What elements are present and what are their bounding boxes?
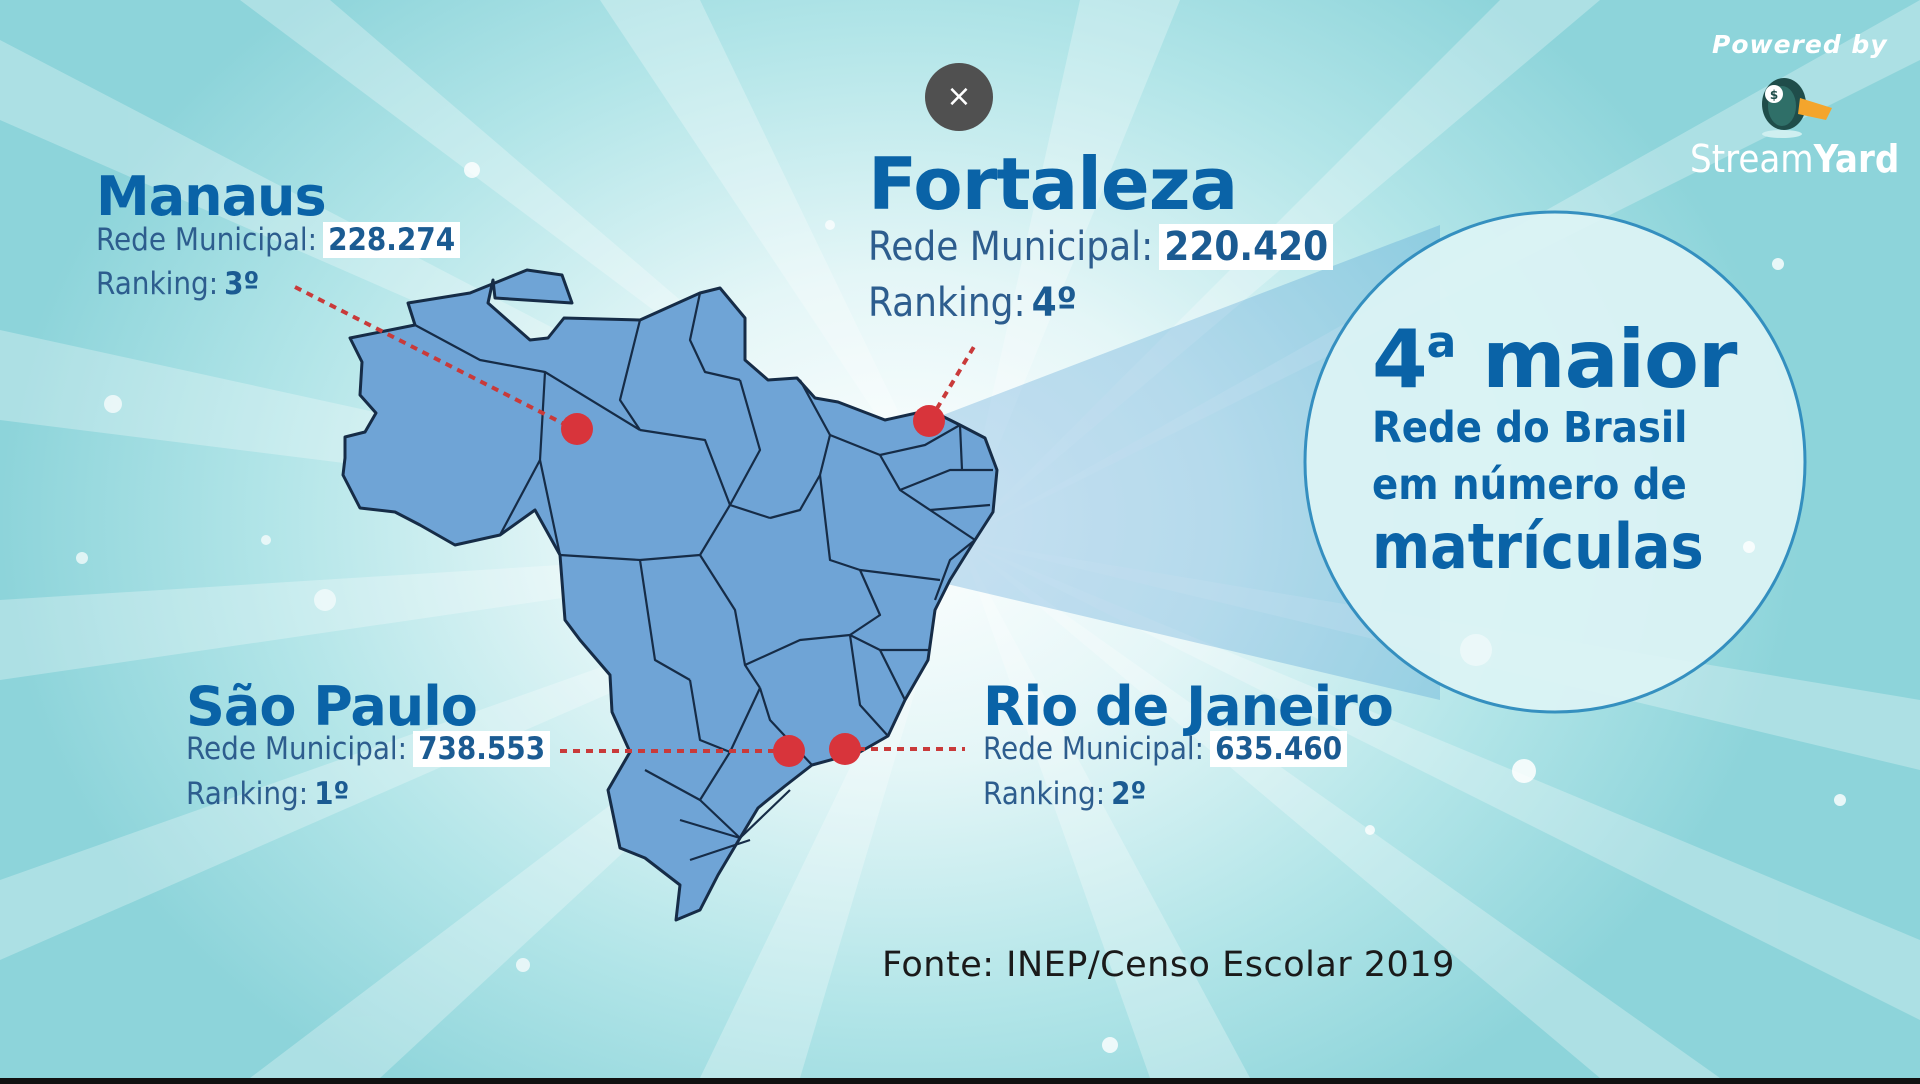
- sparkles: [76, 162, 1846, 1053]
- state-borders: [414, 292, 993, 862]
- close-icon[interactable]: ×: [946, 79, 972, 114]
- rio-ranking-value: 2º: [1111, 776, 1147, 812]
- powered-by-label: Powered by: [1712, 30, 1888, 59]
- rank-suffix: a: [1426, 317, 1457, 368]
- duck-mascot-icon: $: [1762, 78, 1832, 138]
- fortaleza-ranking-label: Ranking:: [868, 280, 1026, 326]
- brand-part-1: Stream: [1690, 137, 1814, 181]
- rank-headline: 4a maior: [1372, 317, 1737, 400]
- sao-paulo-ranking-label: Ranking:: [186, 776, 309, 812]
- manaus-marker: [561, 413, 593, 445]
- highlight-line-3: matrículas: [1372, 510, 1704, 583]
- fortaleza-network-value: 220.420: [1159, 224, 1334, 270]
- fortaleza-title: Fortaleza: [868, 142, 1238, 226]
- sao-paulo-title: São Paulo: [186, 675, 478, 738]
- manaus-title: Manaus: [96, 165, 327, 228]
- brand-part-2: Yard: [1813, 137, 1900, 181]
- rio-network-value: 635.460: [1210, 731, 1348, 767]
- fortaleza-marker: [913, 405, 945, 437]
- sao-paulo-marker: [773, 735, 805, 767]
- highlight-line-2: em número de: [1372, 460, 1687, 510]
- highlight-circle: [1303, 210, 1807, 714]
- highlight-beam: [930, 225, 1440, 700]
- fortaleza-network: Rede Municipal: 220.420: [868, 224, 1334, 270]
- source-note: Fonte: INEP/Censo Escolar 2019: [882, 945, 1455, 985]
- sao-paulo-network: Rede Municipal: 738.553: [186, 731, 551, 767]
- manaus-network: Rede Municipal: 228.274: [96, 222, 461, 258]
- rio-title: Rio de Janeiro: [983, 675, 1394, 738]
- manaus-ranking: Ranking: 3º: [96, 266, 259, 302]
- streamyard-brand: StreamYard: [1690, 137, 1899, 181]
- fortaleza-network-label: Rede Municipal:: [868, 224, 1154, 270]
- rank-word: maior: [1482, 313, 1737, 406]
- manaus-leader-line: [294, 285, 573, 430]
- manaus-ranking-value: 3º: [224, 266, 260, 302]
- svg-text:$: $: [1770, 88, 1778, 102]
- rio-marker: [829, 733, 861, 765]
- manaus-network-value: 228.274: [323, 222, 461, 258]
- highlight-text: 4a maior Rede do Brasil em número de mat…: [1372, 317, 1737, 583]
- highlight-line-1: Rede do Brasil: [1372, 403, 1688, 453]
- sao-paulo-ranking-value: 1º: [314, 776, 350, 812]
- manaus-ranking-label: Ranking:: [96, 266, 219, 302]
- rio-ranking: Ranking: 2º: [983, 776, 1146, 812]
- fortaleza-ranking: Ranking: 4º: [868, 280, 1077, 326]
- rio-network-label: Rede Municipal:: [983, 731, 1205, 767]
- bottom-edge: [0, 1078, 1920, 1084]
- sao-paulo-network-value: 738.553: [413, 731, 551, 767]
- sao-paulo-network-label: Rede Municipal:: [186, 731, 408, 767]
- rank-number: 4: [1372, 313, 1428, 406]
- close-button[interactable]: ×: [925, 63, 993, 131]
- rio-ranking-label: Ranking:: [983, 776, 1106, 812]
- sao-paulo-ranking: Ranking: 1º: [186, 776, 349, 812]
- manaus-network-label: Rede Municipal:: [96, 222, 318, 258]
- rio-network: Rede Municipal: 635.460: [983, 731, 1348, 767]
- fortaleza-ranking-value: 4º: [1031, 280, 1077, 326]
